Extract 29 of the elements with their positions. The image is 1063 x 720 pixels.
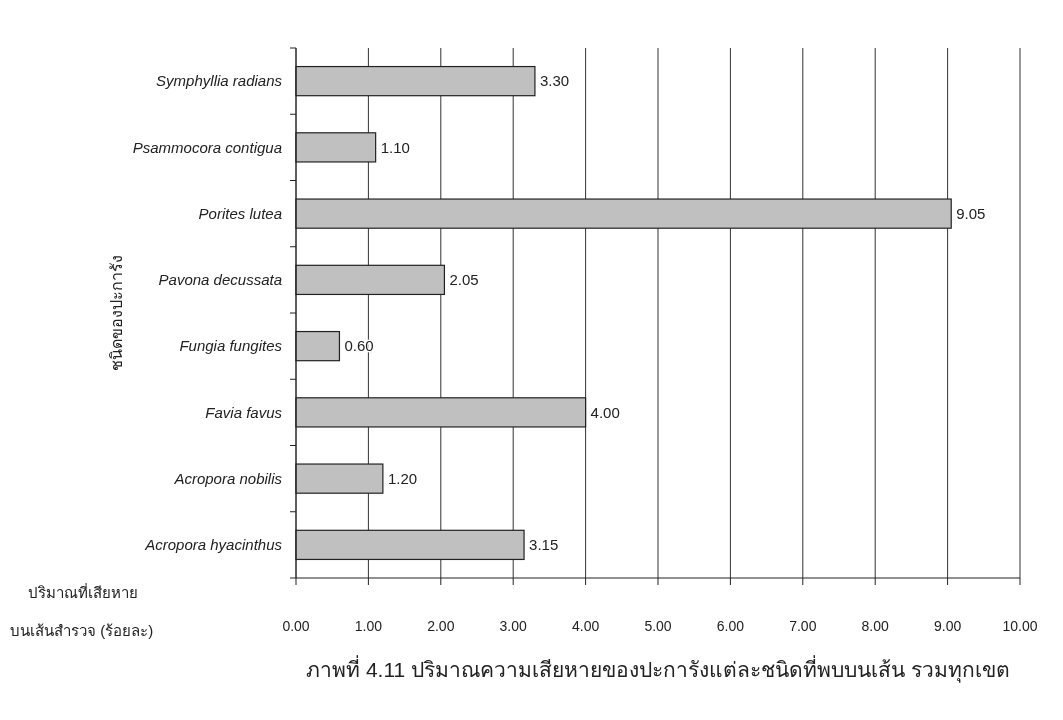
x-tick-label: 5.00: [644, 618, 672, 634]
y-tick-label: Favia favus: [205, 403, 283, 421]
y-tick-label: Pavona decussata: [158, 271, 282, 289]
x-tick-label: 10.00: [1002, 618, 1038, 634]
y-axis-title: ชนิดของปะการัง: [108, 255, 125, 371]
text: ภาพที่ 4.11 ปริมาณความเสียหายของปะการังแต่ละชนิดที่พบบนเส้น รวมทุกเขต: [306, 655, 1010, 683]
y-tick-label: Fungia fungites: [179, 337, 283, 355]
x-tick-label: 7.00: [789, 618, 817, 634]
y-tick-label: Psammocora contigua: [132, 138, 282, 156]
data-label: 4.00: [590, 403, 620, 421]
data-label: 9.05: [956, 204, 986, 222]
data-label: 3.15: [529, 536, 559, 554]
data-label: 2.05: [449, 271, 479, 289]
x-tick-label: 4.00: [571, 618, 600, 634]
x-tick-label: 1.00: [354, 618, 383, 634]
x-tick-label: 9.00: [933, 618, 962, 634]
y-tick-label: Acropora hyacinthus: [144, 536, 283, 554]
x-tick-label: 0.00: [282, 618, 310, 634]
x-tick-label: 6.00: [716, 618, 745, 634]
x-tick-label: 3.00: [499, 618, 528, 634]
x-tick-label: 2.00: [427, 618, 455, 634]
y-tick-label: Porites lutea: [198, 204, 282, 222]
text: ปริมาณที่เสียหาย บนเส้นสำรวจ (ร้อยละ): [10, 584, 154, 639]
x-tick-label: 8.00: [861, 618, 890, 634]
y-tick-label: Symphyllia radians: [156, 72, 283, 90]
data-label: 1.10: [380, 138, 410, 156]
y-tick-label: Acropora nobilis: [173, 469, 283, 487]
data-label: 1.20: [387, 469, 418, 487]
data-label: 3.30: [539, 72, 570, 90]
